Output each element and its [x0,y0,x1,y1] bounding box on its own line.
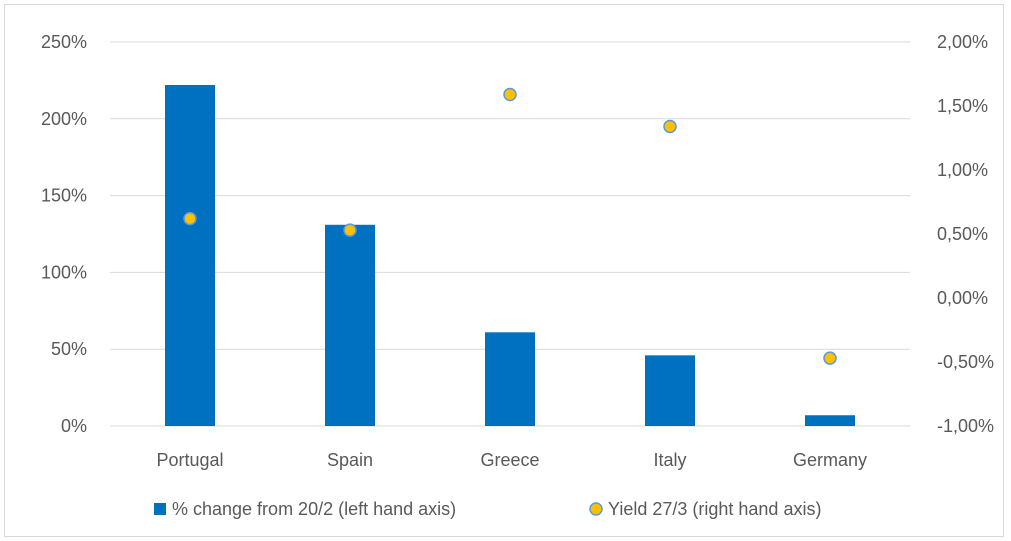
category-labels: Portugal Spain Greece Italy Germany [156,450,867,470]
legend-scatter-swatch [589,502,603,516]
gridlines [110,41,910,427]
point-spain [343,223,357,237]
category-label: Spain [327,450,373,470]
bar-scatter-chart: 0% 50% 100% 150% 200% 250% -1,00% -0,50% 0,00% 0… [41,32,994,519]
right-tick-label: 1,00% [937,160,988,180]
category-label: Portugal [156,450,223,470]
bar-portugal [165,85,215,427]
category-label: Italy [653,450,686,470]
left-tick-label: 50% [51,339,87,359]
right-tick-label: -1,00% [937,416,994,436]
category-label: Greece [480,450,539,470]
legend: % change from 20/2 (left hand axis) Yiel… [154,499,821,519]
category-label: Germany [793,450,867,470]
left-tick-label: 100% [41,262,87,282]
legend-scatter-label: Yield 27/3 (right hand axis) [608,499,821,519]
point-italy [663,119,677,134]
left-tick-label: 150% [41,186,87,206]
right-tick-label: -0,50% [937,352,994,372]
bar-greece [485,332,535,426]
left-tick-label: 200% [41,109,87,129]
bar-spain [325,224,375,426]
left-tick-label: 250% [41,32,87,52]
right-axis-ticks: -1,00% -0,50% 0,00% 0,50% 1,00% 1,50% 2,00% [937,32,994,436]
point-greece [503,87,517,102]
scatter-series [183,87,837,365]
point-portugal [183,211,197,226]
right-tick-label: 0,50% [937,224,988,244]
left-axis-ticks: 0% 50% 100% 150% 200% 250% [41,32,87,436]
left-tick-label: 0% [61,416,87,436]
legend-bar-swatch [154,503,166,515]
right-tick-label: 1,50% [937,96,988,116]
bar-germany [805,415,855,426]
bar-italy [645,355,695,426]
point-germany [823,351,837,365]
chart-frame: 0% 50% 100% 150% 200% 250% -1,00% -0,50% 0,00% 0… [4,4,1004,537]
legend-bar-label: % change from 20/2 (left hand axis) [172,499,456,519]
right-tick-label: 0,00% [937,288,988,308]
right-tick-label: 2,00% [937,32,988,52]
bar-series [165,85,855,427]
